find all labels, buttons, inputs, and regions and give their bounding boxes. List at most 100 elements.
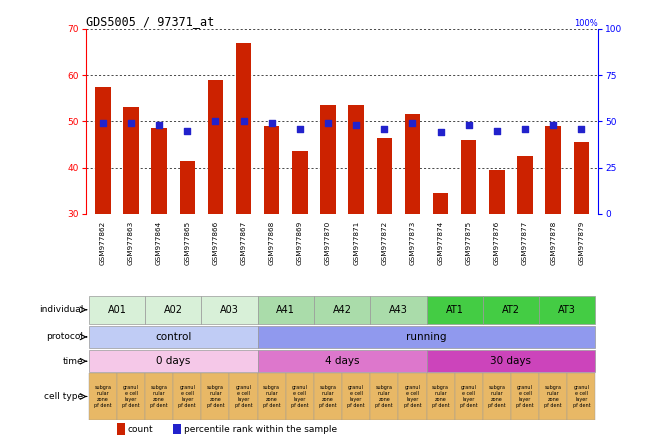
- Bar: [574, 142, 589, 214]
- Bar: [545, 126, 561, 214]
- Text: subgra
nular
zone
pf dent: subgra nular zone pf dent: [488, 385, 506, 408]
- Bar: [314, 373, 342, 420]
- Bar: [202, 373, 229, 420]
- Bar: [461, 140, 477, 214]
- Bar: [433, 193, 448, 214]
- Bar: [377, 138, 392, 214]
- Text: granul
e cell
layer
pf dent: granul e cell layer pf dent: [460, 385, 477, 408]
- Text: 100%: 100%: [574, 19, 598, 28]
- Point: [520, 125, 530, 132]
- Text: GSM977879: GSM977879: [578, 220, 584, 265]
- Point: [126, 119, 136, 127]
- Text: control: control: [155, 332, 192, 342]
- Text: A01: A01: [108, 305, 126, 315]
- Text: GSM977876: GSM977876: [494, 220, 500, 265]
- Text: time: time: [63, 357, 83, 366]
- Bar: [173, 424, 181, 434]
- Point: [436, 129, 446, 136]
- Bar: [89, 326, 258, 348]
- Bar: [348, 105, 364, 214]
- Text: subgra
nular
zone
pf dent: subgra nular zone pf dent: [545, 385, 562, 408]
- Text: granul
e cell
layer
pf dent: granul e cell layer pf dent: [516, 385, 534, 408]
- Bar: [123, 107, 139, 214]
- Text: AT2: AT2: [502, 305, 520, 315]
- Bar: [264, 126, 280, 214]
- Text: subgra
nular
zone
pf dent: subgra nular zone pf dent: [150, 385, 168, 408]
- Text: AT1: AT1: [446, 305, 463, 315]
- Text: subgra
nular
zone
pf dent: subgra nular zone pf dent: [432, 385, 449, 408]
- Point: [463, 122, 474, 129]
- Text: GSM977877: GSM977877: [522, 220, 528, 265]
- Text: granul
e cell
layer
pf dent: granul e cell layer pf dent: [404, 385, 421, 408]
- Bar: [202, 296, 258, 324]
- Text: GSM977873: GSM977873: [409, 220, 415, 265]
- Bar: [117, 423, 125, 435]
- Bar: [426, 350, 596, 373]
- Bar: [455, 373, 483, 420]
- Text: running: running: [407, 332, 447, 342]
- Text: subgra
nular
zone
pf dent: subgra nular zone pf dent: [319, 385, 337, 408]
- Bar: [426, 373, 455, 420]
- Bar: [89, 350, 258, 373]
- Text: 30 days: 30 days: [490, 356, 531, 366]
- Bar: [180, 161, 195, 214]
- Text: GSM977878: GSM977878: [550, 220, 556, 265]
- Bar: [320, 105, 336, 214]
- Point: [210, 118, 221, 125]
- Bar: [405, 115, 420, 214]
- Text: A43: A43: [389, 305, 408, 315]
- Text: granul
e cell
layer
pf dent: granul e cell layer pf dent: [572, 385, 590, 408]
- Bar: [286, 373, 314, 420]
- Bar: [483, 373, 511, 420]
- Bar: [370, 296, 426, 324]
- Text: GSM977872: GSM977872: [381, 220, 387, 265]
- Text: GSM977867: GSM977867: [241, 220, 247, 265]
- Text: granul
e cell
layer
pf dent: granul e cell layer pf dent: [291, 385, 309, 408]
- Text: A02: A02: [164, 305, 182, 315]
- Text: GSM977866: GSM977866: [212, 220, 218, 265]
- Text: GDS5005 / 97371_at: GDS5005 / 97371_at: [86, 15, 214, 28]
- Text: GSM977869: GSM977869: [297, 220, 303, 265]
- Bar: [236, 43, 251, 214]
- Text: subgra
nular
zone
pf dent: subgra nular zone pf dent: [375, 385, 393, 408]
- Bar: [370, 373, 399, 420]
- Bar: [426, 296, 483, 324]
- Text: percentile rank within the sample: percentile rank within the sample: [184, 424, 337, 434]
- Bar: [342, 373, 370, 420]
- Text: GSM977874: GSM977874: [438, 220, 444, 265]
- Point: [182, 127, 192, 134]
- Bar: [151, 128, 167, 214]
- Bar: [483, 296, 539, 324]
- Text: granul
e cell
layer
pf dent: granul e cell layer pf dent: [347, 385, 365, 408]
- Bar: [258, 326, 596, 348]
- Bar: [89, 296, 145, 324]
- Bar: [258, 296, 314, 324]
- Bar: [511, 373, 539, 420]
- Text: subgra
nular
zone
pf dent: subgra nular zone pf dent: [94, 385, 112, 408]
- Text: count: count: [128, 424, 153, 434]
- Point: [576, 125, 586, 132]
- Bar: [399, 373, 426, 420]
- Text: 4 days: 4 days: [325, 356, 360, 366]
- Bar: [173, 373, 202, 420]
- Point: [492, 127, 502, 134]
- Point: [238, 118, 249, 125]
- Text: GSM977875: GSM977875: [466, 220, 472, 265]
- Text: A41: A41: [276, 305, 295, 315]
- Text: GSM977863: GSM977863: [128, 220, 134, 265]
- Point: [154, 122, 165, 129]
- Text: 0 days: 0 days: [156, 356, 190, 366]
- Text: GSM977865: GSM977865: [184, 220, 190, 265]
- Point: [295, 125, 305, 132]
- Point: [548, 122, 559, 129]
- Point: [351, 122, 362, 129]
- Bar: [145, 296, 202, 324]
- Text: A03: A03: [220, 305, 239, 315]
- Bar: [95, 87, 110, 214]
- Bar: [567, 373, 596, 420]
- Point: [266, 119, 277, 127]
- Text: cell type: cell type: [44, 392, 83, 401]
- Text: GSM977862: GSM977862: [100, 220, 106, 265]
- Bar: [229, 373, 258, 420]
- Bar: [258, 373, 286, 420]
